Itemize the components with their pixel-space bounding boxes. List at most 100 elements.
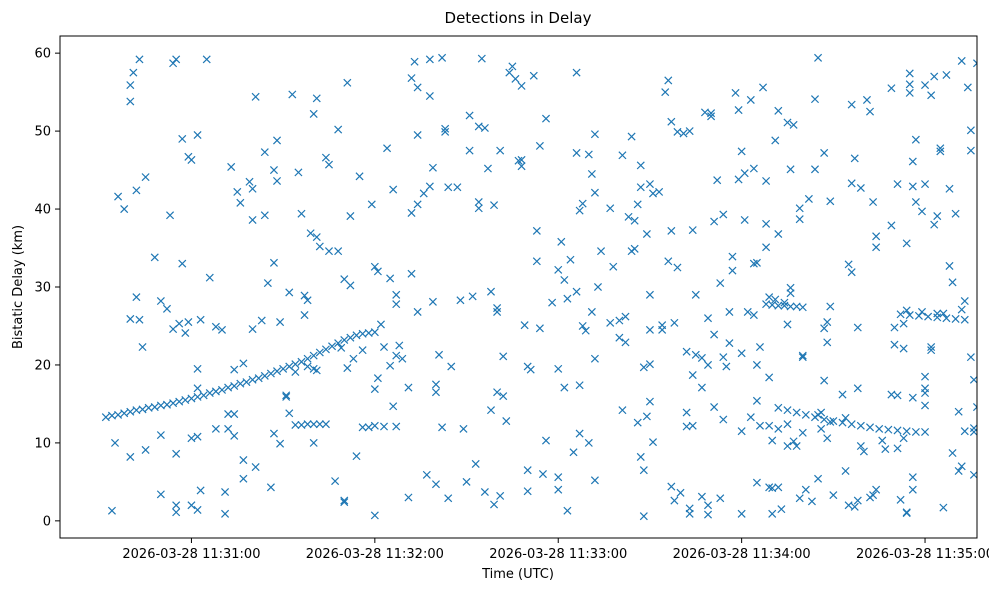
data-point — [236, 379, 245, 388]
data-point — [954, 466, 963, 475]
data-point — [859, 447, 868, 456]
data-point — [120, 409, 129, 418]
data-point — [566, 255, 575, 264]
data-point — [438, 423, 447, 432]
data-point — [927, 342, 936, 352]
data-point — [230, 365, 239, 374]
data-point — [697, 353, 706, 362]
data-point — [486, 287, 496, 296]
data-point — [309, 438, 318, 447]
data-point — [343, 364, 352, 373]
data-point — [156, 431, 165, 440]
data-point — [373, 374, 382, 383]
data-point — [193, 364, 202, 373]
data-point — [248, 375, 257, 384]
data-point — [162, 304, 172, 313]
data-point — [609, 262, 618, 271]
data-point — [884, 425, 893, 434]
data-point — [820, 324, 829, 333]
data-point — [826, 302, 835, 311]
data-point — [774, 301, 783, 310]
data-point — [960, 297, 969, 306]
data-point — [172, 501, 181, 510]
data-point — [639, 466, 648, 475]
data-point — [774, 424, 783, 433]
data-point — [737, 147, 746, 156]
data-point — [563, 506, 572, 515]
data-point — [312, 94, 321, 103]
data-point — [789, 120, 798, 129]
data-point — [688, 226, 697, 235]
data-point — [282, 392, 291, 401]
data-point — [841, 413, 850, 422]
x-tick-label: 2026-03-28 11:31:00 — [122, 547, 260, 562]
data-point — [413, 83, 422, 92]
data-point — [554, 473, 563, 482]
data-point — [820, 415, 829, 424]
data-point — [810, 165, 820, 174]
data-point — [175, 319, 184, 328]
data-point — [187, 434, 196, 443]
data-point — [590, 188, 599, 197]
data-point — [917, 207, 927, 216]
data-point — [242, 378, 251, 387]
data-point — [431, 380, 440, 389]
data-point — [288, 90, 297, 99]
data-point — [355, 172, 364, 181]
data-point — [395, 341, 404, 350]
data-point — [621, 312, 630, 321]
data-point — [230, 431, 239, 440]
data-point — [636, 452, 645, 461]
data-point — [930, 220, 939, 229]
data-point — [370, 421, 379, 430]
data-point — [792, 441, 801, 451]
data-point — [969, 424, 977, 433]
data-point — [719, 415, 728, 424]
data-point — [306, 229, 315, 238]
data-point — [945, 261, 954, 270]
data-point — [321, 420, 330, 429]
data-point — [444, 183, 453, 192]
x-axis: 2026-03-28 11:31:00 2026-03-28 11:32:00 20… — [122, 538, 989, 562]
data-point — [960, 427, 969, 436]
data-point — [300, 311, 309, 320]
data-point — [486, 406, 496, 415]
data-point — [248, 184, 257, 193]
data-point — [850, 502, 859, 511]
data-point — [844, 501, 853, 510]
data-point — [590, 476, 599, 485]
data-point — [881, 445, 890, 454]
y-axis: 0 10 20 30 40 50 60 — [34, 47, 60, 529]
data-point — [490, 201, 499, 210]
data-point — [257, 316, 266, 325]
data-point — [548, 298, 557, 307]
data-point — [169, 399, 178, 408]
data-point — [902, 509, 911, 518]
data-point — [703, 360, 713, 369]
data-point — [902, 239, 911, 248]
data-point — [554, 485, 563, 494]
data-point — [872, 485, 881, 494]
data-point — [224, 410, 233, 419]
data-point — [193, 384, 202, 393]
data-point — [691, 290, 700, 299]
data-point — [893, 180, 902, 189]
data-point — [737, 509, 746, 518]
data-point — [572, 148, 581, 157]
data-point — [379, 342, 389, 352]
data-point — [783, 420, 792, 429]
data-point — [386, 274, 395, 283]
data-point — [239, 359, 248, 368]
data-point — [584, 438, 593, 447]
data-point — [939, 309, 948, 318]
data-point — [765, 293, 774, 302]
data-point — [120, 205, 129, 214]
data-point — [896, 310, 905, 319]
data-point — [633, 418, 642, 427]
data-point — [459, 424, 468, 433]
data-point — [217, 385, 227, 394]
data-point — [725, 307, 734, 316]
data-point — [456, 296, 465, 305]
data-point — [722, 362, 731, 371]
data-point — [523, 466, 532, 475]
